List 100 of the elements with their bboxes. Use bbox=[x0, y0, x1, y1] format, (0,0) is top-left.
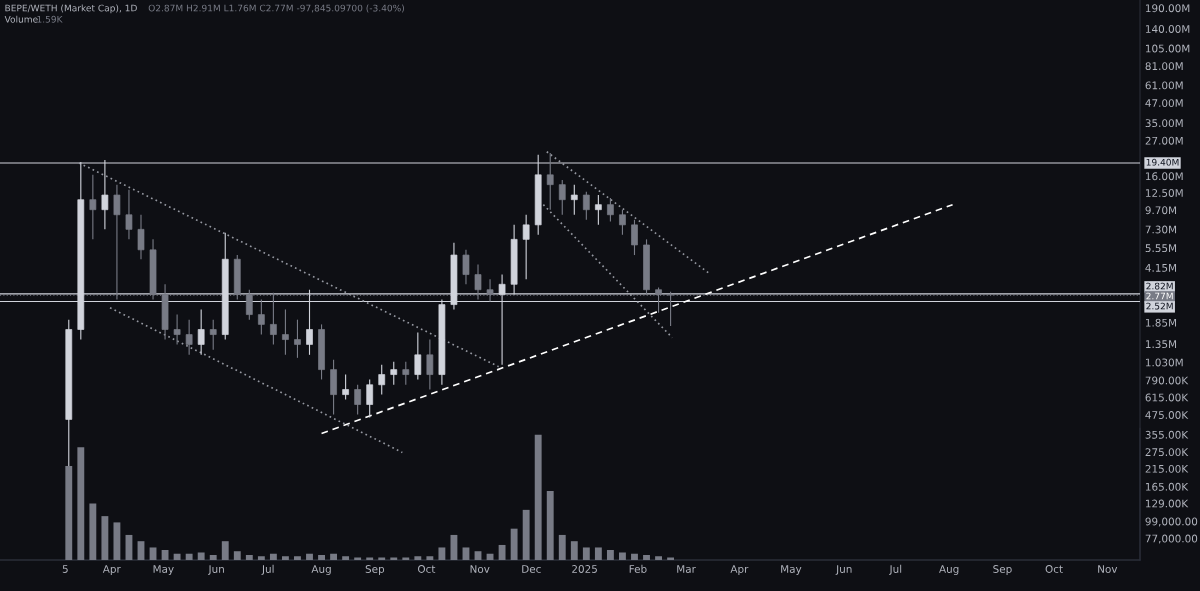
bar bbox=[294, 556, 301, 560]
candlestick bbox=[378, 364, 386, 396]
x-tick-label: Jun bbox=[207, 565, 224, 575]
candlestick bbox=[137, 214, 145, 260]
y-tick-label: 1.35M bbox=[1146, 340, 1177, 349]
y-tick-label: 790.00K bbox=[1145, 376, 1189, 385]
x-tick-label: Jul bbox=[889, 564, 902, 575]
candlestick bbox=[595, 194, 602, 226]
candlestick bbox=[570, 184, 578, 216]
bar bbox=[450, 534, 458, 560]
y-tick-label: 165.00K bbox=[1146, 482, 1189, 491]
bar bbox=[426, 556, 434, 560]
bar bbox=[113, 522, 121, 560]
y-tick-label: 129.00K bbox=[1146, 499, 1189, 508]
ref-line-label: 2.82M bbox=[1146, 282, 1173, 290]
bar bbox=[558, 534, 566, 560]
y-tick-label: 190.00M bbox=[1146, 4, 1190, 13]
annotation: 1.59K bbox=[37, 15, 63, 23]
annotation: O2.87M H2.91M L1.76M C2.77M -97,845.09700 (-3.40%) bbox=[148, 4, 404, 13]
y-tick-label: 4.15M bbox=[1145, 264, 1177, 272]
bar bbox=[330, 553, 338, 560]
bar bbox=[233, 551, 241, 560]
bar bbox=[269, 553, 277, 560]
bar bbox=[245, 554, 253, 560]
bar bbox=[667, 557, 675, 560]
bar bbox=[402, 557, 410, 560]
candlestick bbox=[294, 319, 301, 359]
bar bbox=[414, 556, 422, 560]
ref-line-label: 2.52M bbox=[1146, 302, 1173, 310]
candlestick bbox=[414, 331, 422, 381]
candlestick bbox=[522, 214, 530, 280]
candlestick bbox=[258, 298, 265, 336]
candlestick bbox=[282, 308, 289, 356]
bar bbox=[342, 556, 350, 560]
bar bbox=[173, 553, 181, 560]
y-tick-label: 1.85M bbox=[1146, 318, 1177, 327]
chart-title: Volume bbox=[4, 15, 38, 23]
bar bbox=[582, 547, 590, 560]
y-tick-label: 7.30M bbox=[1145, 225, 1177, 234]
candlestick bbox=[197, 308, 205, 356]
bar bbox=[594, 547, 602, 560]
y-tick-label: 275.00K bbox=[1145, 448, 1189, 457]
x-tick-label: May bbox=[153, 565, 174, 575]
x-tick-label: Oct bbox=[418, 565, 436, 573]
y-tick-label: 27.00M bbox=[1145, 136, 1183, 145]
bar bbox=[474, 551, 482, 560]
bar bbox=[281, 556, 289, 560]
bar bbox=[185, 553, 193, 560]
bar bbox=[89, 503, 97, 560]
x-tick-label: Nov bbox=[1098, 565, 1118, 573]
bar bbox=[534, 434, 542, 560]
bar bbox=[221, 541, 229, 560]
bar bbox=[438, 547, 446, 560]
bar bbox=[197, 552, 205, 560]
bar bbox=[378, 557, 386, 560]
x-tick-label: Mar bbox=[677, 565, 696, 573]
candlestick bbox=[354, 384, 362, 415]
candlestick bbox=[582, 191, 590, 221]
candlestick bbox=[209, 319, 217, 351]
candlestick bbox=[558, 179, 566, 216]
y-tick-label: 105.00M bbox=[1146, 44, 1190, 53]
x-tick-label: Jun bbox=[835, 565, 852, 575]
y-tick-label: 355.00K bbox=[1145, 430, 1189, 439]
x-tick-label: Aug bbox=[311, 565, 331, 575]
y-tick-label: 47.00M bbox=[1145, 99, 1183, 108]
ref-line-label: 2.77M bbox=[1146, 292, 1173, 300]
y-tick-label: 77,000.00 bbox=[1145, 534, 1198, 544]
bar bbox=[354, 557, 362, 560]
x-tick-label: Nov bbox=[470, 565, 490, 573]
candlestick bbox=[366, 378, 374, 419]
bar bbox=[546, 491, 554, 560]
y-tick-label: 9.70M bbox=[1145, 206, 1177, 215]
candlestick bbox=[426, 338, 434, 391]
bar bbox=[149, 547, 157, 560]
bar bbox=[101, 516, 109, 560]
candlestick bbox=[173, 314, 181, 345]
y-tick-label: 99,000.00 bbox=[1145, 517, 1198, 527]
bar bbox=[65, 466, 73, 560]
chart-title: BEPE/WETH (Market Cap), 1D bbox=[5, 4, 137, 14]
y-tick-label: 35.00M bbox=[1145, 119, 1183, 128]
candlestick bbox=[402, 361, 410, 386]
candlestick bbox=[89, 174, 97, 240]
bar bbox=[510, 528, 518, 560]
bar bbox=[77, 447, 85, 560]
y-tick-label: 615.00K bbox=[1145, 393, 1189, 402]
y-tick-label: 16.00M bbox=[1146, 172, 1183, 181]
x-tick-label: 5 bbox=[62, 565, 68, 573]
bar bbox=[318, 554, 325, 560]
bar bbox=[619, 552, 626, 560]
candlestick bbox=[462, 249, 470, 285]
bar bbox=[366, 557, 374, 560]
y-tick-label: 140.00M bbox=[1146, 25, 1190, 33]
y-tick-label: 12.50M bbox=[1146, 189, 1183, 197]
candlestick bbox=[342, 373, 349, 401]
bar bbox=[643, 554, 650, 560]
y-tick-label: 5.55M bbox=[1145, 244, 1177, 253]
y-tick-label: 81.00M bbox=[1145, 62, 1183, 71]
candlestick bbox=[631, 219, 638, 256]
bar bbox=[390, 557, 398, 560]
ref-line-label: 19.40M bbox=[1146, 158, 1179, 166]
